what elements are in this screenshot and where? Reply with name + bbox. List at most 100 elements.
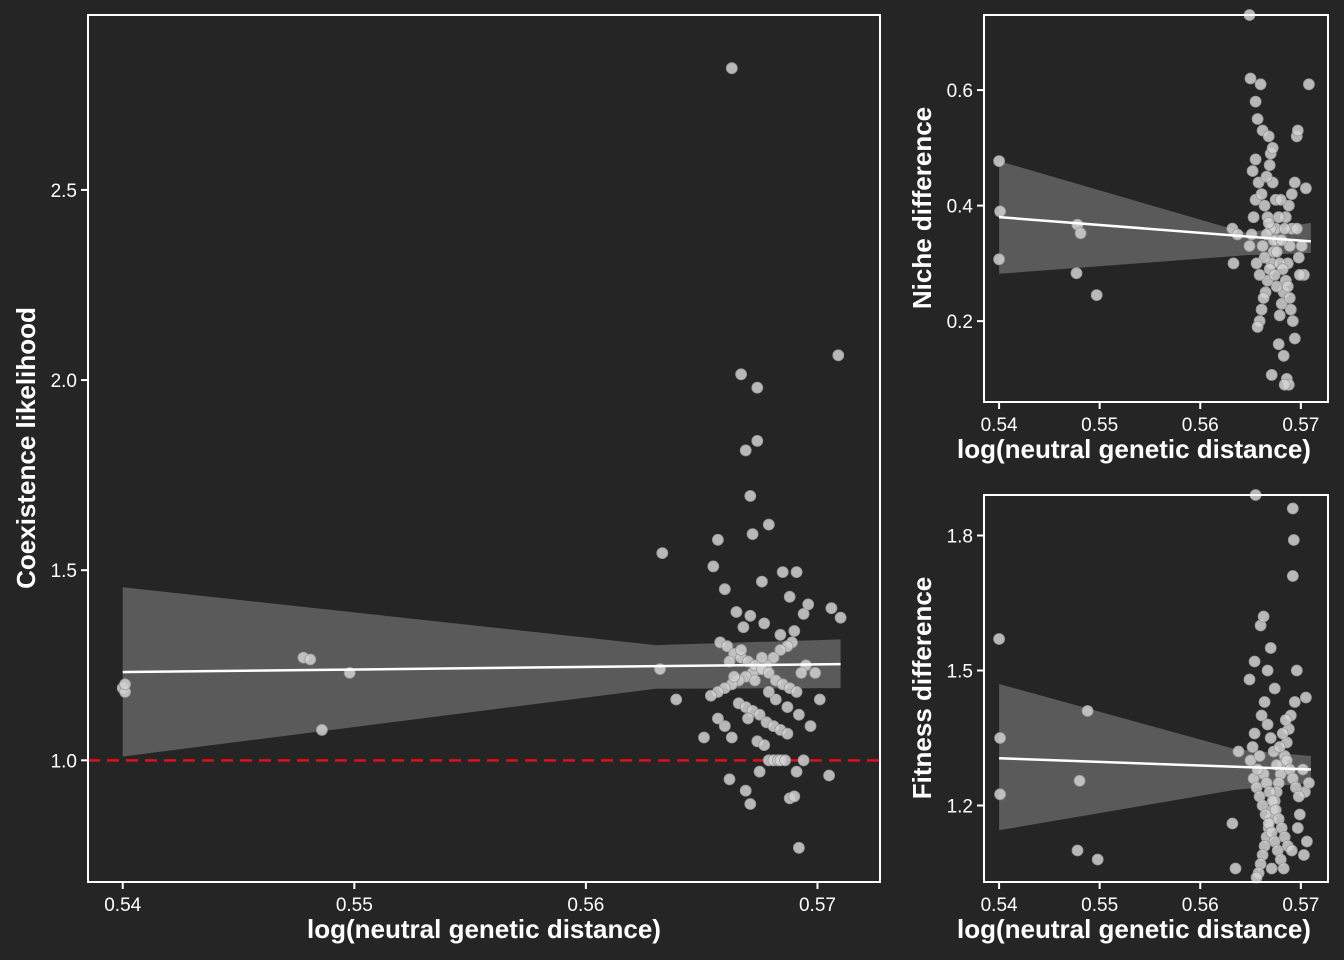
- fitness-data-point: [1246, 741, 1259, 753]
- main-data-point: [739, 784, 752, 797]
- niche-data-point: [1244, 72, 1257, 85]
- main-data-point: [744, 609, 757, 622]
- niche-x-tick-label: 0.57: [1282, 415, 1319, 436]
- fitness-data-point: [1255, 709, 1268, 722]
- fitness-data-point: [1258, 696, 1271, 708]
- main-y-tick-label: 2.0: [51, 371, 77, 392]
- niche-data-point: [1270, 245, 1283, 258]
- niche-data-point: [1263, 159, 1276, 172]
- fitness-data-point: [1248, 727, 1261, 740]
- fitness-data-point: [1273, 741, 1286, 753]
- main-fit-line: [122, 662, 841, 674]
- main-data-point: [795, 667, 808, 679]
- main-data-point: [670, 693, 683, 706]
- main-data-point: [656, 547, 669, 559]
- fitness-data-point: [1261, 664, 1274, 677]
- fitness-data-point: [993, 633, 1005, 645]
- niche-x-tick-label: 0.56: [1182, 415, 1219, 436]
- main-data-point: [776, 566, 789, 578]
- main-data-point: [119, 678, 131, 691]
- niche-data-point: [1252, 176, 1265, 189]
- main-data-point: [718, 583, 731, 596]
- fitness-x-tick-label: 0.57: [1282, 895, 1319, 916]
- main-data-point: [832, 349, 845, 362]
- main-data-point: [737, 621, 750, 634]
- niche-data-point: [1281, 280, 1294, 293]
- main-data-point: [744, 798, 757, 810]
- main-data-point: [762, 667, 775, 679]
- main-data-point: [788, 625, 801, 637]
- niche-data-point: [1293, 268, 1306, 281]
- fitness-data-point: [1232, 745, 1245, 758]
- main-data-point: [744, 490, 757, 502]
- main-data-point: [751, 381, 764, 394]
- main-data-point: [813, 693, 826, 706]
- fitness-data-point: [1286, 570, 1299, 582]
- niche-data-point: [1090, 289, 1103, 302]
- main-data-point: [797, 608, 810, 620]
- main-data-point: [753, 708, 766, 721]
- main-y-tick-label: 1.0: [51, 751, 77, 772]
- niche-data-point: [1258, 199, 1271, 212]
- main-plot-marks: [88, 62, 880, 854]
- niche-x-axis-title: log(neutral genetic distance): [957, 434, 1311, 464]
- main-data-point: [823, 769, 835, 782]
- fitness-confidence-ribbon: [999, 684, 1311, 831]
- fitness-plot-panel: 0.54 0.55 0.56 0.57 1.2 1.5 1.8 log(neutral ge…: [907, 489, 1329, 944]
- niche-data-point: [1247, 211, 1260, 224]
- niche-data-point: [1283, 292, 1296, 304]
- niche-plot-ticks: 0.54 0.55 0.56 0.57 0.2 0.4 0.6: [947, 81, 1320, 436]
- fitness-y-axis-title: Fitness difference: [907, 577, 937, 800]
- main-y-tick-label: 1.5: [51, 561, 77, 582]
- fitness-data-point: [1290, 664, 1303, 677]
- main-data-point: [769, 693, 782, 706]
- niche-data-point: [1273, 309, 1286, 322]
- niche-data-point: [1291, 124, 1304, 137]
- fitness-data-point: [1293, 808, 1306, 821]
- fitness-data-point: [1251, 763, 1264, 776]
- niche-data-point: [1288, 176, 1301, 189]
- main-data-point: [790, 686, 803, 698]
- niche-plot-frame: [983, 14, 1329, 403]
- main-data-point: [756, 575, 768, 588]
- niche-data-point: [1278, 378, 1291, 391]
- main-data-point: [774, 628, 787, 641]
- niche-data-point: [1282, 199, 1295, 212]
- main-data-point: [315, 724, 328, 736]
- niche-data-point: [1277, 349, 1290, 362]
- niche-y-tick-label: 0.2: [947, 312, 973, 333]
- main-data-point: [762, 686, 775, 698]
- fitness-data-point: [1091, 853, 1104, 866]
- fitness-data-point: [994, 732, 1006, 744]
- niche-data-point: [1274, 193, 1287, 206]
- fitness-data-point: [1279, 714, 1292, 726]
- niche-data-point: [994, 205, 1006, 218]
- niche-fit-line: [998, 215, 1311, 243]
- fitness-data-point: [1287, 534, 1300, 546]
- fitness-data-point: [1303, 777, 1315, 789]
- fitness-data-point: [1301, 835, 1313, 848]
- main-data-point: [779, 754, 791, 767]
- fitness-y-tick-label: 1.8: [947, 527, 973, 548]
- niche-data-point: [1285, 188, 1298, 201]
- niche-data-point: [1268, 268, 1281, 281]
- main-data-point: [718, 720, 731, 732]
- niche-x-tick-label: 0.55: [1081, 415, 1118, 436]
- main-data-point: [735, 644, 747, 656]
- main-data-point: [735, 368, 747, 381]
- niche-x-tick-label: 0.54: [981, 415, 1018, 436]
- main-data-point: [802, 598, 815, 611]
- main-data-point: [788, 790, 801, 803]
- main-x-tick-label: 0.56: [567, 895, 604, 916]
- niche-data-point: [1257, 292, 1270, 304]
- niche-data-point: [1249, 153, 1262, 166]
- niche-data-point: [1275, 297, 1288, 310]
- main-data-point: [721, 640, 734, 653]
- niche-data-point: [1303, 78, 1315, 91]
- fitness-data-point: [1285, 844, 1298, 857]
- main-data-point: [781, 727, 794, 740]
- main-x-tick-label: 0.57: [799, 895, 836, 916]
- niche-data-point: [1276, 263, 1289, 276]
